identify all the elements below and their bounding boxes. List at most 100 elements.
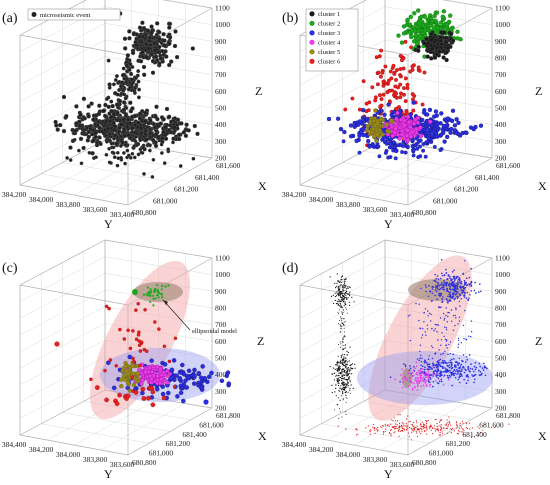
z-tick-label: 200 — [215, 154, 227, 163]
data-point-3d — [445, 327, 447, 329]
data-point-3d — [462, 324, 465, 327]
data-point-projection-yz — [337, 380, 339, 382]
data-point-projection-yz — [341, 387, 343, 389]
data-point-microseismic-event — [118, 134, 123, 139]
data-point-projection-yz — [340, 300, 342, 302]
data-point-projection-yz — [346, 292, 348, 294]
data-point-projection-xy — [419, 424, 422, 426]
data-point-projection-xy — [384, 425, 386, 427]
data-point-projection-yz — [350, 364, 352, 366]
data-point-3d — [434, 273, 436, 276]
data-point-projection-yz — [342, 314, 344, 315]
data-point-cluster-6 — [125, 393, 131, 399]
data-point-3d — [434, 294, 436, 297]
data-point-projection-xy — [435, 428, 437, 430]
data-point-3d — [461, 375, 463, 377]
data-point-microseismic-event — [173, 29, 178, 34]
data-point-projection-yz — [343, 287, 345, 289]
data-point-3d — [427, 358, 430, 361]
data-point-microseismic-event — [58, 122, 63, 128]
legend-label: cluster 6 — [318, 59, 341, 66]
data-point-cluster-4 — [415, 120, 421, 125]
data-point-projection-yz — [345, 308, 347, 310]
data-point-cluster-3 — [355, 122, 361, 128]
data-point-cluster-3 — [411, 153, 416, 158]
data-point-3d — [423, 378, 426, 381]
data-point-projection-yz — [347, 351, 349, 354]
data-point-cluster-6 — [162, 344, 167, 349]
data-point-cluster-6 — [397, 105, 401, 110]
data-point-3d — [449, 275, 451, 278]
data-point-projection-xy — [462, 428, 464, 430]
data-point-projection-xy — [420, 432, 422, 435]
data-point-microseismic-event — [157, 30, 162, 35]
data-point-3d — [416, 381, 418, 383]
data-point-cluster-3 — [352, 124, 357, 129]
data-point-microseismic-event — [106, 126, 111, 131]
z-tick-label: 1000 — [495, 20, 510, 29]
data-point-cluster-3 — [162, 362, 168, 367]
axis-edge — [104, 389, 213, 409]
data-point-projection-xy — [401, 422, 404, 424]
data-point-3d — [432, 363, 435, 366]
data-point-cluster-6 — [150, 389, 156, 395]
data-point-3d — [450, 361, 452, 364]
data-point-3d — [463, 338, 465, 340]
data-point-microseismic-event — [106, 104, 111, 110]
data-point-3d — [440, 353, 442, 356]
data-point-projection-xy — [446, 428, 448, 430]
data-point-3d — [432, 346, 434, 349]
data-point-projection-yz — [340, 362, 342, 364]
data-point-projection-yz — [334, 409, 335, 411]
data-point-3d — [455, 317, 457, 319]
data-point-cluster-3 — [335, 116, 341, 121]
data-point-microseismic-event — [112, 136, 116, 141]
data-point-3d — [457, 337, 460, 340]
data-point-3d — [454, 275, 456, 278]
data-point-projection-yz — [340, 373, 342, 375]
data-point-microseismic-event — [104, 97, 109, 101]
data-point-projection-yz — [334, 391, 336, 393]
legend-swatch — [309, 20, 315, 26]
data-point-cluster-6 — [410, 92, 415, 97]
data-point-projection-yz — [341, 325, 343, 327]
data-point-3d — [443, 279, 445, 282]
data-point-projection-yz — [344, 302, 346, 304]
data-point-microseismic-event — [118, 84, 123, 89]
data-point-microseismic-event — [117, 79, 122, 84]
data-point-3d — [444, 367, 446, 369]
data-point-projection-xy — [449, 422, 451, 424]
data-point-cluster-3 — [179, 370, 184, 375]
data-point-cluster-6 — [403, 99, 408, 104]
data-point-projection-xy — [425, 419, 427, 422]
data-point-projection-xy — [389, 433, 391, 435]
data-point-microseismic-event — [133, 86, 138, 91]
data-point-microseismic-event — [144, 55, 149, 60]
z-tick-label: 500 — [495, 354, 507, 363]
data-point-3d — [470, 320, 473, 322]
data-point-3d — [427, 295, 430, 297]
data-point-projection-yz — [338, 344, 339, 345]
data-point-microseismic-event — [154, 104, 159, 109]
data-point-cluster-6 — [138, 363, 142, 368]
data-point-projection-yz — [342, 288, 344, 291]
data-point-projection-xy — [419, 423, 422, 425]
data-point-cluster-1 — [416, 48, 421, 53]
data-point-microseismic-event — [134, 43, 139, 48]
data-point-projection-yz — [349, 372, 351, 374]
data-point-3d — [467, 299, 469, 302]
data-point-projection-yz — [343, 374, 345, 376]
data-point-microseismic-event — [151, 133, 155, 138]
data-point-projection-yz — [347, 293, 349, 295]
data-point-projection-xy — [448, 424, 450, 426]
data-point-3d — [408, 369, 411, 371]
data-point-projection-xy — [441, 431, 443, 433]
data-point-projection-xy — [426, 428, 428, 430]
data-point-3d — [447, 295, 449, 298]
data-point-projection-yz — [335, 388, 337, 389]
data-point-projection-yz — [340, 355, 342, 357]
data-point-3d — [438, 306, 440, 308]
data-point-cluster-1 — [428, 49, 433, 55]
data-point-microseismic-event — [91, 138, 96, 143]
data-point-projection-xy — [381, 425, 383, 427]
